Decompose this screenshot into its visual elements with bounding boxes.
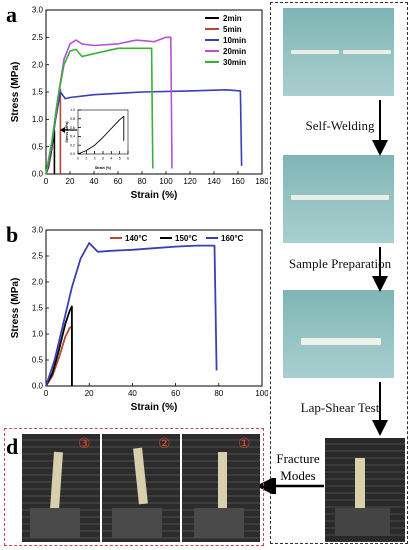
chart-a-ytick-label-5: 2.5 (32, 33, 44, 42)
chart-a-inset-ytick-label-1: 0.2 (70, 143, 75, 147)
chart-a-ytick-label-1: 0.5 (32, 142, 44, 151)
chart-a-inset-bg (78, 110, 128, 154)
chart-b-ytick-label-1: 0.5 (32, 356, 44, 365)
panel-label-d: d (6, 434, 19, 459)
step-self-welding: Self-Welding (305, 118, 375, 133)
chart-b-legend-label-0: 140°C (125, 234, 148, 243)
chart-b-series-160°C (45, 242, 218, 387)
chart-a-xtick-label-0: 0 (44, 177, 49, 186)
chart-a-inset-xtick-label-6: 6 (127, 157, 129, 161)
chart-a-inset-ytick-label-5: 1.0 (70, 108, 75, 112)
chart-b-xtick-label-0: 0 (44, 389, 49, 398)
chart-b-xtick-label-4: 80 (214, 389, 223, 398)
chart-b-xtick-label-3: 60 (171, 389, 180, 398)
photo-welded-sample (283, 155, 394, 243)
chart-a-inset-ylabel: Stress (MPa) (65, 121, 69, 142)
chart-b-ytick-label-3: 1.5 (32, 304, 44, 313)
chart-b-xtick-label-2: 40 (128, 389, 137, 398)
chart-a-xtick-label-3: 60 (114, 177, 123, 186)
chart-a-legend-label-4: 30min (223, 58, 246, 67)
arrow-left (258, 478, 324, 494)
chart-a-inset-xtick-label-3: 3 (102, 157, 104, 161)
chart-a-ylabel: Stress (MPa) (10, 62, 21, 123)
chart-a-inset-ytick-label-3: 0.6 (70, 126, 75, 130)
chart-a-inset-xtick-label-0: 0 (77, 157, 79, 161)
chart-a-inset-xtick-label-2: 2 (94, 157, 96, 161)
chart-a-inset-xtick-label-5: 5 (119, 157, 121, 161)
photo-prepared-sample (283, 290, 394, 378)
fracture-modes-label: Fracture Modes (276, 451, 320, 483)
chart-b-xlabel: Strain (%) (131, 402, 178, 413)
chart-b-ylabel: Stress (MPa) (10, 278, 21, 339)
chart-a-xlabel: Strain (%) (131, 190, 178, 201)
chart-a-legend-label-2: 10min (223, 36, 246, 45)
chart-a-xtick-label-9: 180 (255, 177, 268, 186)
fracture-number-3: ③ (78, 436, 91, 452)
chart-a-xtick-label-7: 140 (207, 177, 221, 186)
chart-a-inset-xtick-label-1: 1 (85, 157, 87, 161)
chart-a-ytick-label-4: 2.0 (32, 60, 44, 69)
chart-a-ytick-label-0: 0.0 (32, 170, 44, 179)
step-sample-preparation: Sample Preparation (288, 256, 392, 271)
chart-a-ytick-label-2: 1.0 (32, 115, 44, 124)
chart-a-legend-label-0: 2min (223, 14, 242, 23)
chart-b-ytick-label-2: 1.0 (32, 330, 44, 339)
chart-a-xtick-label-2: 40 (90, 177, 99, 186)
chart-a-inset-ytick-label-4: 0.8 (70, 117, 75, 121)
chart-a-xtick-label-1: 20 (66, 177, 75, 186)
panel-label-b: b (6, 222, 19, 247)
chart-a-xtick-label-6: 120 (183, 177, 197, 186)
chart-b-plot-frame (45, 229, 263, 387)
chart-a-inset-xlabel: Strain (%) (95, 166, 111, 170)
chart-a-inset-pointer-head (60, 127, 65, 133)
chart-b-legend-label-2: 160°C (221, 234, 244, 243)
chart-a-xtick-label-8: 160 (231, 177, 245, 186)
fracture-number-1: ① (238, 436, 251, 452)
fracture-photo-3: ③ (22, 434, 100, 542)
panel-label-a: a (6, 2, 17, 27)
chart-a-inset-xtick-label-4: 4 (110, 157, 112, 161)
fracture-number-2: ② (158, 436, 171, 452)
chart-b-ytick-label-6: 3.0 (32, 226, 44, 235)
photo-separated-samples (283, 8, 394, 96)
panel-d-frame (4, 428, 264, 546)
fracture-photos: ③ ② ① (22, 434, 260, 542)
chart-a-inset-ytick-label-2: 0.4 (70, 135, 75, 139)
chart-a-legend-label-3: 20min (223, 47, 246, 56)
chart-b-xtick-label-1: 20 (85, 389, 94, 398)
chart-b-ytick-label-4: 2.0 (32, 278, 44, 287)
photo-lap-shear-machine (325, 438, 405, 542)
chart-b-ytick-label-0: 0.0 (32, 382, 44, 391)
chart-a-series-30min (45, 47, 154, 175)
panel-c-frame (270, 2, 408, 544)
step-lap-shear-test: Lap-Shear Test (300, 400, 380, 415)
chart-b-xtick-label-5: 100 (255, 389, 268, 398)
chart-a-xtick-label-4: 80 (138, 177, 147, 186)
chart-b-legend-label-1: 150°C (175, 234, 198, 243)
chart-a-xtick-label-5: 100 (159, 177, 173, 186)
chart-a: 0 20 40 60 80 100 120 140 160 1800.00.51.01.52.02… (10, 6, 268, 201)
chart-a-ytick-label-6: 3.0 (32, 6, 44, 15)
chart-b-series-150°C (45, 305, 73, 387)
chart-a-series-10min (45, 89, 243, 175)
chart-b: 0 20 40 60 80 100 0.0 0.5 1.0 1.5 2.0 2.5 3.0 Strain … (10, 226, 268, 413)
chart-a-legend-label-1: 5min (223, 25, 242, 34)
chart-a-ytick-label-3: 1.5 (32, 88, 44, 97)
fracture-photo-1: ① (182, 434, 260, 542)
chart-b-ytick-label-5: 2.5 (32, 252, 44, 261)
fracture-photo-2: ② (102, 434, 180, 542)
chart-a-inset-series (77, 115, 125, 155)
flow-arrows (372, 100, 388, 436)
chart-a-inset-ytick-label-0: 0.0 (70, 152, 75, 156)
